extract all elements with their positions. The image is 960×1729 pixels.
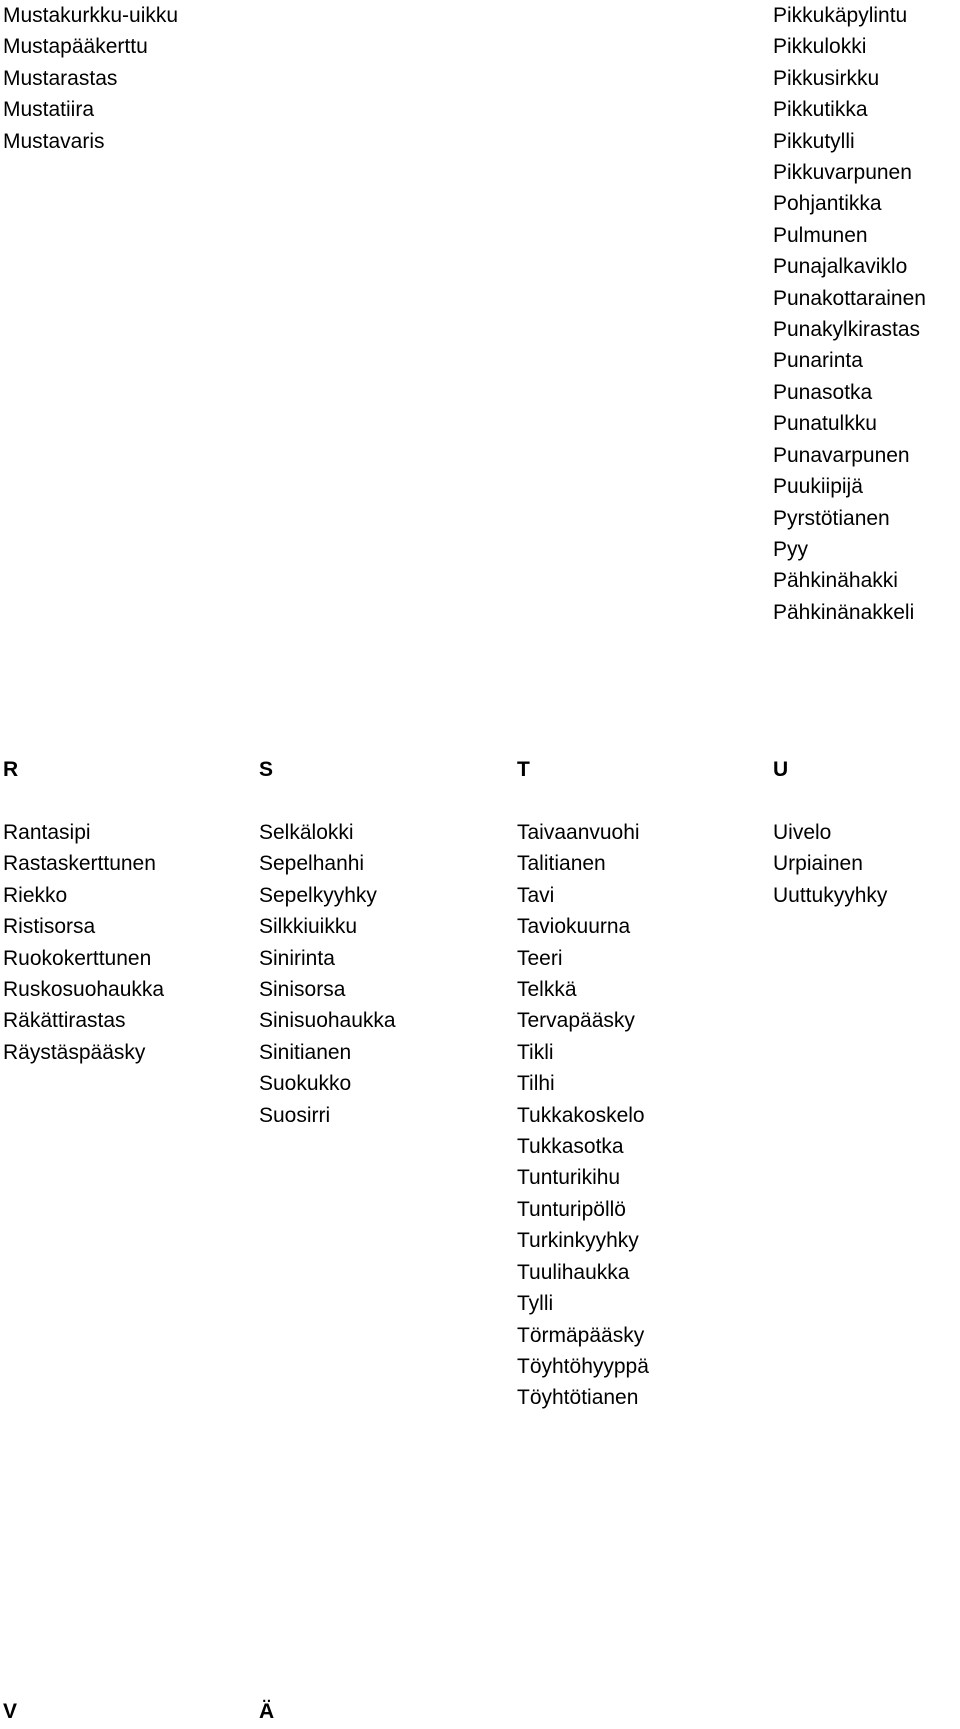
list-item: Punarinta — [773, 349, 863, 373]
list-item: Tavi — [517, 883, 555, 907]
bird-list-r: Rantasipi Rastaskerttunen Riekko Ristiso… — [3, 817, 164, 1068]
list-item: Punasotka — [773, 380, 873, 404]
section-heading-a-umlaut: Ä — [259, 1700, 275, 1723]
list-item: Mustatiira — [3, 98, 95, 122]
list-item: Telkkä — [517, 978, 577, 1002]
section-heading-s: S — [259, 758, 274, 781]
list-item: Räkättirastas — [3, 1009, 126, 1033]
list-item: Pikkukäpylintu — [773, 4, 908, 27]
list-item: Taviokuurna — [517, 915, 631, 939]
list-item: Pähkinänakkeli — [773, 600, 915, 624]
list-item: Töyhtötianen — [517, 1386, 639, 1410]
list-item: Punakottarainen — [773, 286, 926, 310]
list-item: Urpiainen — [773, 852, 863, 876]
list-item: Tilhi — [517, 1072, 555, 1096]
list-item: Sepelkyyhky — [259, 883, 377, 907]
bird-list-m-continued: Mustakurkku-uikku Mustapääkerttu Mustara… — [3, 0, 178, 157]
list-item: Tylli — [517, 1292, 554, 1316]
list-item: Rastaskerttunen — [3, 852, 156, 876]
list-item: Tuulihaukka — [517, 1260, 630, 1284]
list-item: Uivelo — [773, 821, 832, 844]
list-item: Pähkinähakki — [773, 569, 898, 593]
list-item: Töyhtöhyyppä — [517, 1354, 649, 1378]
list-item: Suosirri — [259, 1103, 331, 1127]
bird-list-t: Taivaanvuohi Talitianen Tavi Taviokuurna… — [517, 817, 649, 1414]
section-heading-v: V — [3, 1700, 18, 1723]
list-item: Sinitianen — [259, 1040, 352, 1064]
list-item: Sinisorsa — [259, 978, 346, 1002]
list-item: Mustakurkku-uikku — [3, 4, 179, 27]
list-item: Pyy — [773, 537, 809, 561]
list-item: Punajalkaviklo — [773, 255, 908, 279]
list-item: Sinisuohaukka — [259, 1009, 396, 1033]
bird-list-u: Uivelo Urpiainen Uuttukyyhky — [773, 817, 887, 911]
section-heading-u: U — [773, 758, 789, 781]
list-item: Punakylkirastas — [773, 318, 921, 342]
list-item: Puukiipijä — [773, 475, 863, 499]
list-item: Tunturikihu — [517, 1166, 621, 1190]
list-item: Mustarastas — [3, 66, 118, 90]
list-item: Pulmunen — [773, 223, 868, 247]
list-item: Tikli — [517, 1040, 554, 1064]
list-item: Sinirinta — [259, 946, 335, 970]
list-item: Räystäspääsky — [3, 1040, 146, 1064]
list-item: Pikkulokki — [773, 35, 867, 59]
list-item: Taivaanvuohi — [517, 821, 640, 844]
list-item: Riekko — [3, 883, 68, 907]
list-item: Uuttukyyhky — [773, 883, 888, 907]
list-item: Mustapääkerttu — [3, 35, 148, 59]
bird-list-p-continued: Pikkukäpylintu Pikkulokki Pikkusirkku Pi… — [773, 0, 926, 628]
list-item: Punatulkku — [773, 412, 877, 436]
list-item: Suokukko — [259, 1072, 352, 1096]
list-item: Mustavaris — [3, 129, 105, 153]
list-item: Pikkutylli — [773, 129, 855, 153]
list-item: Pikkutikka — [773, 98, 868, 122]
section-heading-t: T — [517, 758, 530, 781]
list-item: Törmäpääsky — [517, 1323, 645, 1347]
list-item: Ruskosuohaukka — [3, 978, 165, 1002]
list-item: Tervapääsky — [517, 1009, 635, 1033]
list-item: Pyrstötianen — [773, 506, 890, 530]
list-item: Turkinkyyhky — [517, 1229, 639, 1253]
list-item: Ristisorsa — [3, 915, 96, 939]
list-item: Rantasipi — [3, 821, 91, 844]
list-item: Ruokokerttunen — [3, 946, 152, 970]
list-item: Pikkuvarpunen — [773, 161, 912, 185]
list-item: Tukkakoskelo — [517, 1103, 645, 1127]
section-heading-r: R — [3, 758, 19, 781]
list-item: Pohjantikka — [773, 192, 882, 216]
list-item: Tukkasotka — [517, 1135, 624, 1159]
list-item: Selkälokki — [259, 821, 354, 844]
list-item: Teeri — [517, 946, 563, 970]
list-item: Silkkiuikku — [259, 915, 358, 939]
list-item: Punavarpunen — [773, 443, 910, 467]
bird-list-s: Selkälokki Sepelhanhi Sepelkyyhky Silkki… — [259, 817, 396, 1131]
list-item: Pikkusirkku — [773, 66, 880, 90]
list-item: Talitianen — [517, 852, 606, 876]
list-item: Tunturipöllö — [517, 1197, 626, 1221]
list-item: Sepelhanhi — [259, 852, 365, 876]
